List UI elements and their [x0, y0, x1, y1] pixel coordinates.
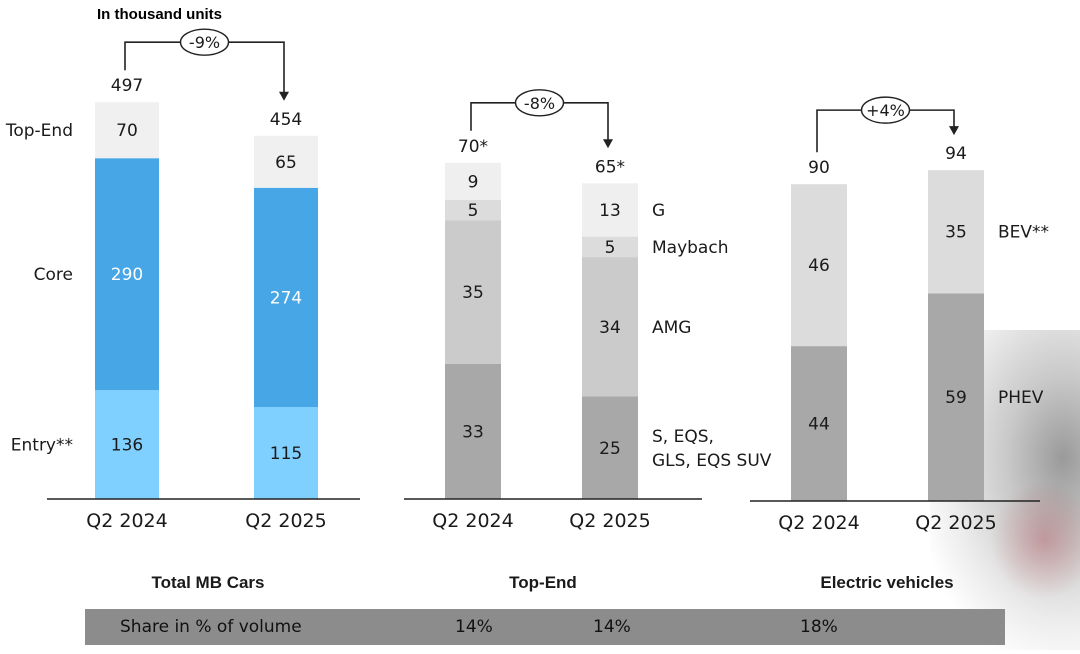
chart-title-electric-vehicles: Electric vehicles — [820, 573, 953, 592]
bar-core-q2-2024 — [95, 158, 159, 391]
data-label-amg-q2-2024: 35 — [462, 283, 484, 303]
x-tick-q2-2025: Q2 2025 — [569, 510, 650, 532]
legend-label-phev: PHEV — [998, 388, 1044, 408]
data-label-s-eqs-gls-eqs-suv-q2-2025: 25 — [599, 439, 621, 459]
data-label-entry-q2-2025: 115 — [270, 444, 302, 464]
bar-bev-q2-2024 — [791, 184, 847, 347]
data-label-phev-q2-2024: 44 — [808, 415, 830, 435]
change-badge — [860, 96, 911, 124]
total-label-q2-2024: 70* — [458, 137, 488, 157]
bar-phev-q2-2025 — [928, 293, 984, 501]
total-label-q2-2024: 497 — [111, 76, 143, 96]
change-arrowhead — [279, 91, 289, 101]
chart-title-top-end: Top-End — [509, 573, 577, 592]
bar-core-q2-2025 — [254, 187, 318, 407]
bar-top-end-q2-2025 — [254, 135, 318, 188]
change-label: -9% — [189, 33, 220, 52]
change-arrowhead — [949, 126, 959, 136]
total-label-q2-2025: 65* — [595, 157, 625, 177]
data-label-amg-q2-2025: 34 — [599, 318, 621, 338]
bar-amg-q2-2024 — [445, 220, 501, 364]
unit-note: In thousand units — [97, 6, 222, 23]
data-label-top-end-q2-2024: 70 — [116, 121, 138, 141]
data-label-bev-q2-2024: 46 — [808, 256, 830, 276]
bar-g-q2-2025 — [582, 183, 638, 237]
data-label-entry-q2-2024: 136 — [111, 436, 143, 456]
share-value-ev: 18% — [800, 617, 838, 637]
share-bar — [85, 609, 1005, 645]
bar-entry-q2-2024 — [95, 390, 159, 499]
bar-g-q2-2024 — [445, 162, 501, 200]
share-value-top-end-2024: 14% — [455, 617, 493, 637]
legend-label-top-end: Top-End — [5, 121, 73, 141]
x-tick-q2-2025: Q2 2025 — [915, 512, 996, 534]
data-label-maybach-q2-2024: 5 — [468, 201, 479, 221]
bar-amg-q2-2025 — [582, 257, 638, 397]
bar-maybach-q2-2024 — [445, 199, 501, 221]
legend-label-amg: AMG — [652, 318, 691, 338]
bar-phev-q2-2024 — [791, 346, 847, 501]
bar-entry-q2-2025 — [254, 407, 318, 499]
share-value-top-end-2025: 14% — [593, 617, 631, 637]
legend-label-bev: BEV** — [998, 223, 1049, 243]
bar-maybach-q2-2025 — [582, 236, 638, 258]
change-label: -8% — [524, 94, 555, 113]
total-label-q2-2025: 94 — [945, 144, 967, 164]
data-label-phev-q2-2025: 59 — [945, 388, 967, 408]
change-arrowhead — [603, 139, 613, 149]
data-label-maybach-q2-2025: 5 — [605, 238, 616, 258]
data-label-bev-q2-2025: 35 — [945, 223, 967, 243]
bar-s-eqs-gls-eqs-suv-q2-2025 — [582, 396, 638, 499]
chart-title-total-mb-cars: Total MB Cars — [151, 573, 264, 592]
data-label-top-end-q2-2025: 65 — [275, 153, 297, 173]
x-tick-q2-2024: Q2 2024 — [432, 510, 513, 532]
change-label: +4% — [866, 101, 905, 120]
data-label-core-q2-2025: 274 — [270, 288, 302, 308]
legend-label-g: G — [652, 201, 665, 221]
x-tick-q2-2024: Q2 2024 — [778, 512, 859, 534]
total-label-q2-2025: 454 — [270, 110, 302, 130]
legend-label-entry: Entry** — [11, 436, 73, 456]
x-tick-q2-2025: Q2 2025 — [245, 510, 326, 532]
legend-label-maybach: Maybach — [652, 238, 728, 258]
change-badge — [514, 89, 565, 117]
data-label-s-eqs-gls-eqs-suv-q2-2024: 33 — [462, 422, 484, 442]
bar-top-end-q2-2024 — [95, 102, 159, 159]
charts-layer: 136 290 70 497 Q2 2024 115 274 65 454 Q2 2025 -9% E… — [5, 28, 1049, 592]
legend-label-s-eqs-gls-eqs-suv: S, EQS, — [652, 427, 714, 447]
data-label-g-q2-2025: 13 — [599, 201, 621, 221]
bar-s-eqs-gls-eqs-suv-q2-2024 — [445, 363, 501, 499]
data-label-g-q2-2024: 9 — [468, 172, 479, 192]
total-label-q2-2024: 90 — [808, 158, 830, 178]
data-label-core-q2-2024: 290 — [111, 265, 143, 285]
share-label: Share in % of volume — [120, 617, 302, 637]
legend-label-core: Core — [34, 265, 73, 285]
legend-label-s-eqs-gls-eqs-suv: GLS, EQS SUV — [652, 451, 772, 471]
change-badge — [179, 28, 230, 56]
bar-bev-q2-2025 — [928, 170, 984, 294]
x-tick-q2-2024: Q2 2024 — [86, 510, 167, 532]
